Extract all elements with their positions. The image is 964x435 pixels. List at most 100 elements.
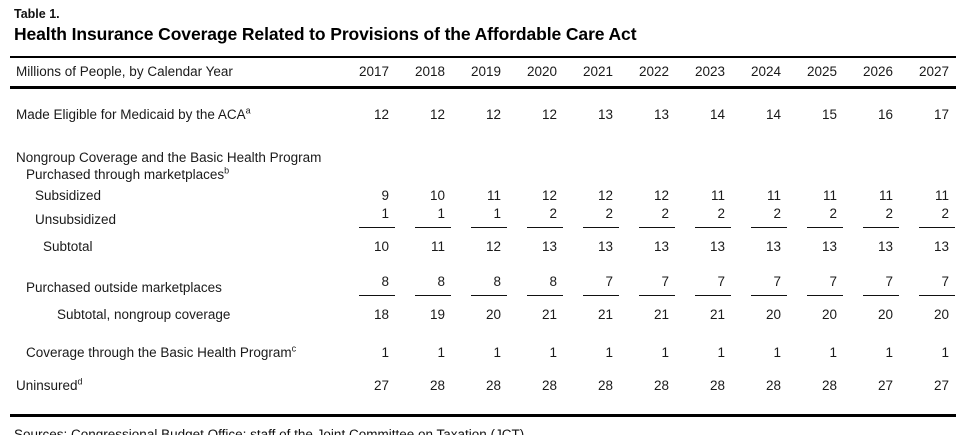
value-cell: 12 <box>541 188 557 203</box>
row-label: Nongroup Coverage and the Basic Health P… <box>16 150 322 165</box>
value-cell: 7 <box>844 255 900 296</box>
value-cell: 1 <box>549 345 557 360</box>
value-cell <box>900 123 956 166</box>
value-cell: 1 <box>437 345 445 360</box>
value-cell <box>732 123 788 166</box>
value-cell: 21 <box>653 307 669 322</box>
value-cell: 27 <box>877 378 893 393</box>
year-column-header: 2027 <box>900 57 956 89</box>
value-cell <box>340 166 396 183</box>
value-cell: 7 <box>676 255 732 296</box>
sources-note: Sources: Congressional Budget Office; st… <box>14 427 529 435</box>
row-label: Subsidized <box>35 188 102 203</box>
value-cell: 21 <box>709 307 725 322</box>
value-cell: 2 <box>508 204 564 228</box>
value-cell: 1 <box>773 345 781 360</box>
value-cell: 27 <box>933 378 949 393</box>
value-cell: 7 <box>732 255 788 296</box>
value-cell <box>788 123 844 166</box>
value-cell: 11 <box>934 188 949 203</box>
value-cell: 21 <box>597 307 613 322</box>
row-label: Uninsuredd <box>16 376 83 393</box>
value-cell: 28 <box>597 378 613 393</box>
value-cell <box>620 123 676 166</box>
value-cell <box>900 166 956 183</box>
year-column-header: 2019 <box>452 57 508 89</box>
value-cell: 13 <box>709 239 725 254</box>
value-cell: 2 <box>564 204 620 228</box>
value-cell: 1 <box>605 345 613 360</box>
value-cell: 13 <box>653 107 669 122</box>
value-cell <box>508 123 564 166</box>
value-cell: 1 <box>941 345 949 360</box>
value-cell: 11 <box>822 188 837 203</box>
table-row: Coverage through the Basic Health Progra… <box>10 323 956 361</box>
value-cell: 13 <box>653 239 669 254</box>
value-cell: 28 <box>541 378 557 393</box>
footnote-marker: c <box>291 343 297 354</box>
value-cell: 1 <box>396 204 452 228</box>
value-cell: 28 <box>765 378 781 393</box>
value-cell: 2 <box>676 204 732 228</box>
value-cell: 2 <box>844 204 900 228</box>
value-cell: 1 <box>340 204 396 228</box>
table-row: Purchased outside marketplaces 8 8 8 8 7 7 7 7 7 7… <box>10 255 956 296</box>
value-cell <box>844 166 900 183</box>
table-row: Nongroup Coverage and the Basic Health P… <box>10 123 956 166</box>
table-row: Subtotal 10 11 12 13 13 13 13 13 13 13 13 <box>10 228 956 255</box>
year-column-header: 2017 <box>340 57 396 89</box>
value-cell: 9 <box>381 188 389 203</box>
value-cell: 1 <box>452 204 508 228</box>
coverage-table: Millions of People, by Calendar Year 201… <box>10 56 956 417</box>
value-cell: 28 <box>653 378 669 393</box>
value-cell: 2 <box>620 204 676 228</box>
value-cell: 21 <box>541 307 557 322</box>
value-cell <box>732 166 788 183</box>
value-cell: 2 <box>732 204 788 228</box>
value-cell: 28 <box>429 378 445 393</box>
value-cell: 11 <box>430 239 445 254</box>
value-cell: 12 <box>485 239 501 254</box>
value-cell <box>452 166 508 183</box>
year-column-header: 2025 <box>788 57 844 89</box>
value-cell: 1 <box>885 345 893 360</box>
value-cell: 10 <box>429 188 445 203</box>
row-label: Purchased through marketplacesb <box>26 165 230 182</box>
value-cell <box>452 123 508 166</box>
row-label: Subtotal, nongroup coverage <box>57 307 231 322</box>
value-cell: 7 <box>620 255 676 296</box>
value-cell: 11 <box>710 188 725 203</box>
table-row: Uninsuredd 27 28 28 28 28 28 28 28 28 27 27 <box>10 361 956 416</box>
row-label: Coverage through the Basic Health Progra… <box>26 343 297 360</box>
value-cell: 8 <box>396 255 452 296</box>
value-cell <box>620 166 676 183</box>
year-column-header: 2022 <box>620 57 676 89</box>
footnote-marker: b <box>224 165 230 176</box>
value-cell: 11 <box>766 188 781 203</box>
value-cell: 8 <box>452 255 508 296</box>
value-cell: 20 <box>485 307 501 322</box>
value-cell: 28 <box>709 378 725 393</box>
value-cell: 28 <box>821 378 837 393</box>
value-cell: 13 <box>877 239 893 254</box>
year-column-header: 2026 <box>844 57 900 89</box>
value-cell: 1 <box>381 345 389 360</box>
value-cell: 12 <box>429 107 445 122</box>
value-cell: 20 <box>821 307 837 322</box>
value-cell: 12 <box>653 188 669 203</box>
value-cell: 13 <box>597 107 613 122</box>
year-column-header: 2020 <box>508 57 564 89</box>
value-cell <box>340 123 396 166</box>
value-cell: 10 <box>373 239 389 254</box>
value-cell <box>676 123 732 166</box>
year-column-header: 2023 <box>676 57 732 89</box>
value-cell: 20 <box>933 307 949 322</box>
value-cell: 20 <box>765 307 781 322</box>
table-row: Purchased through marketplacesb <box>10 166 956 183</box>
value-cell: 12 <box>485 107 501 122</box>
value-cell: 8 <box>340 255 396 296</box>
value-cell: 18 <box>373 307 389 322</box>
table-row: Made Eligible for Medicaid by the ACAa 12… <box>10 88 956 124</box>
value-cell: 16 <box>877 107 893 122</box>
